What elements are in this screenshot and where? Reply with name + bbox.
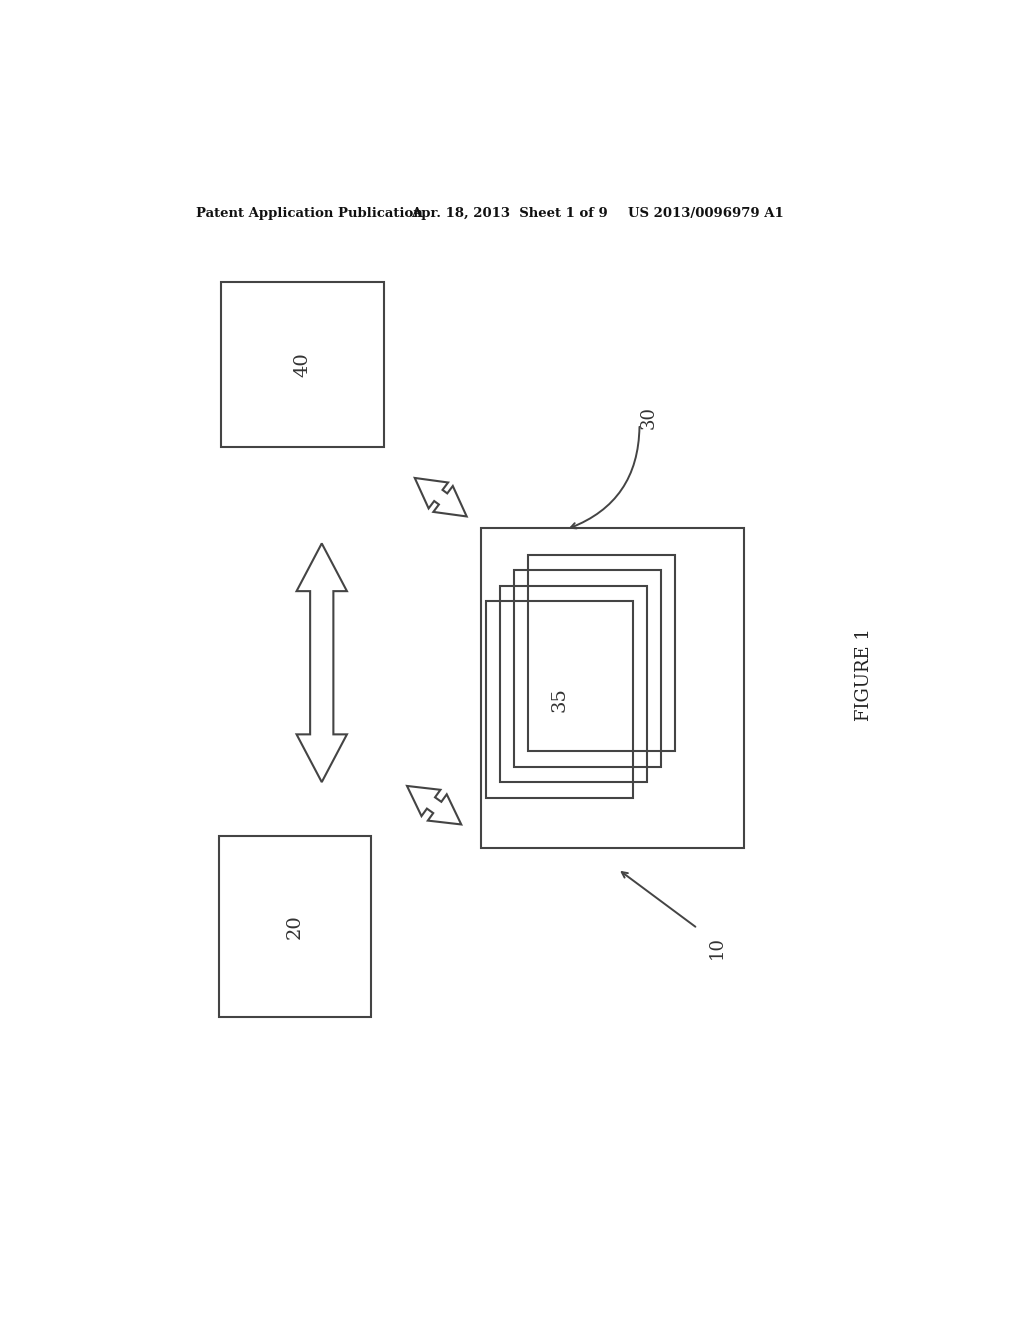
Text: Patent Application Publication: Patent Application Publication bbox=[197, 207, 423, 220]
Bar bbox=[219, 836, 371, 1016]
Text: Apr. 18, 2013  Sheet 1 of 9: Apr. 18, 2013 Sheet 1 of 9 bbox=[411, 207, 607, 220]
Bar bbox=[500, 586, 647, 781]
Text: 20: 20 bbox=[286, 913, 304, 939]
Bar bbox=[486, 601, 633, 797]
Bar bbox=[221, 281, 384, 447]
Text: FIGURE 1: FIGURE 1 bbox=[855, 628, 873, 721]
Bar bbox=[528, 554, 675, 751]
Text: 40: 40 bbox=[293, 352, 311, 376]
Bar bbox=[480, 528, 744, 847]
Text: 30: 30 bbox=[640, 407, 657, 429]
Text: 10: 10 bbox=[708, 936, 726, 960]
Text: US 2013/0096979 A1: US 2013/0096979 A1 bbox=[628, 207, 783, 220]
Bar bbox=[514, 570, 662, 767]
Text: 35: 35 bbox=[551, 686, 568, 711]
